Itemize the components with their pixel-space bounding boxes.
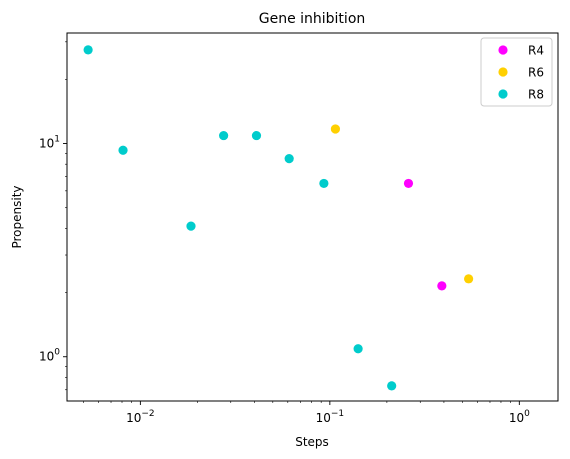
data-point-r8 (387, 381, 397, 391)
y-tick-label: 100 (39, 348, 60, 364)
legend-marker-r6 (498, 67, 508, 77)
y-tick-label: 101 (39, 135, 60, 151)
data-point-r8 (319, 178, 329, 189)
data-point-r8 (353, 344, 363, 354)
y-axis-label: Propensity (10, 185, 24, 248)
data-point-r4 (437, 281, 447, 291)
legend: R4 R6 R8 (480, 37, 553, 107)
data-point-r8 (186, 221, 196, 231)
data-point-r8 (284, 153, 294, 164)
legend-label-r6: R6 (528, 66, 544, 80)
legend-marker-r4 (498, 45, 508, 55)
data-point-r6 (330, 124, 341, 134)
data-point-r4 (403, 178, 414, 189)
data-point-r8 (219, 130, 229, 141)
data-point-r8 (251, 130, 262, 141)
legend-label-r8: R8 (528, 88, 544, 102)
legend-marker-r8 (498, 89, 508, 99)
x-tick-label: 10−2 (126, 409, 155, 425)
x-tick-label: 100 (509, 409, 530, 425)
legend-label-r4: R4 (528, 44, 544, 58)
legend-box (480, 37, 553, 107)
x-axis-label: Steps (295, 435, 329, 449)
data-point-r8 (83, 45, 93, 55)
data-point-r6 (464, 274, 474, 284)
major-ticks: 10−2 10−1 100 100 101 (39, 135, 530, 425)
x-tick-label: 10−1 (316, 409, 345, 425)
data-point-r8 (118, 145, 128, 155)
data-points (83, 45, 474, 391)
plot-frame (66, 32, 559, 402)
minor-ticks (65, 41, 511, 403)
chart-title: Gene inhibition (259, 11, 366, 27)
